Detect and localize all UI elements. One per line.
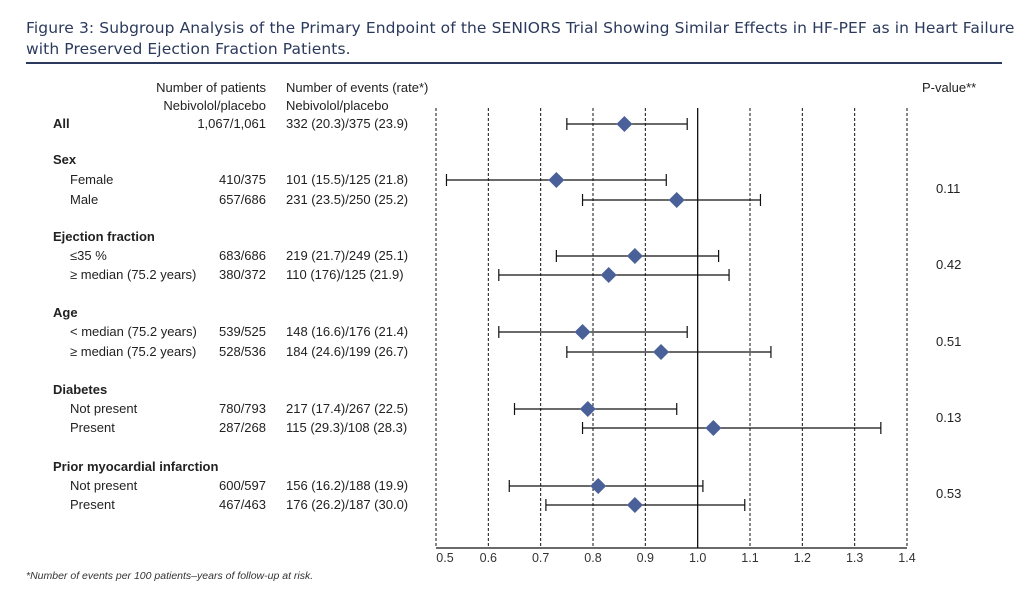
estimate-diamond <box>548 172 565 188</box>
row-patients: 780/793 <box>219 401 266 416</box>
row-events: 217 (17.4)/267 (22.5) <box>286 401 409 416</box>
row-events: 156 (16.2)/188 (19.9) <box>286 478 409 493</box>
row-label: Male <box>70 192 99 207</box>
group-label: Ejection fraction <box>53 229 155 244</box>
estimate-diamond <box>668 192 685 208</box>
header-patients: Number of patients <box>156 80 266 95</box>
group-pvalue: 0.42 <box>936 257 962 272</box>
estimate-diamond <box>579 401 596 417</box>
row-patients: 683/686 <box>219 248 266 263</box>
row-patients: 410/375 <box>219 172 266 187</box>
row-label: All <box>53 116 70 131</box>
row-patients: 528/536 <box>219 344 266 359</box>
group-label: Age <box>53 305 78 320</box>
x-tick-label: 0.6 <box>480 551 497 565</box>
x-tick-label: 0.7 <box>532 551 549 565</box>
row-label: Female <box>70 172 114 187</box>
row-events: 184 (24.6)/199 (26.7) <box>286 344 409 359</box>
x-tick-label: 0.5 <box>436 551 453 565</box>
row-events: 148 (16.6)/176 (21.4) <box>286 324 409 339</box>
group-pvalue: 0.13 <box>936 410 962 425</box>
estimate-diamond <box>590 478 607 494</box>
row-events: 332 (20.3)/375 (23.9) <box>286 116 409 131</box>
x-tick-label: 1.4 <box>898 551 915 565</box>
group-label: Prior myocardial infarction <box>53 459 219 474</box>
estimate-diamond <box>616 116 633 132</box>
x-tick-label: 0.9 <box>637 551 654 565</box>
x-tick-label: 1.1 <box>741 551 758 565</box>
group-pvalue: 0.53 <box>936 486 962 501</box>
x-tick-label: 1.0 <box>689 551 706 565</box>
header-events: Number of events (rate*) <box>286 80 429 95</box>
row-label: ≥ median (75.2 years) <box>70 344 197 359</box>
estimate-diamond <box>653 344 670 360</box>
row-patients: 1,067/1,061 <box>197 116 266 131</box>
row-patients: 539/525 <box>219 324 266 339</box>
header-patients-sub: Nebivolol/placebo <box>163 98 266 113</box>
group-pvalue: 0.11 <box>936 181 961 196</box>
title-rule <box>26 62 1002 64</box>
row-patients: 600/597 <box>219 478 266 493</box>
row-patients: 657/686 <box>219 192 266 207</box>
row-label: Present <box>70 497 115 512</box>
row-patients: 287/268 <box>219 420 266 435</box>
x-tick-label: 1.2 <box>794 551 811 565</box>
row-patients: 467/463 <box>219 497 266 512</box>
estimate-diamond <box>626 497 643 513</box>
estimate-diamond <box>574 324 591 340</box>
row-label: Not present <box>70 478 138 493</box>
row-label: Not present <box>70 401 138 416</box>
row-events: 176 (26.2)/187 (30.0) <box>286 497 409 512</box>
row-label: ≤35 % <box>70 248 107 263</box>
row-label: < median (75.2 years) <box>70 324 197 339</box>
row-events: 219 (21.7)/249 (25.1) <box>286 248 409 263</box>
x-tick-label: 1.3 <box>846 551 863 565</box>
row-label: Present <box>70 420 115 435</box>
group-pvalue: 0.51 <box>936 334 962 349</box>
estimate-diamond <box>600 267 617 283</box>
figure-title: Figure 3: Subgroup Analysis of the Prima… <box>26 19 1015 58</box>
x-tick-label: 0.8 <box>584 551 601 565</box>
row-events: 110 (176)/125 (21.9) <box>286 267 404 282</box>
footnote: *Number of events per 100 patients–years… <box>26 570 314 582</box>
header-events-sub: Nebivolol/placebo <box>286 98 389 113</box>
group-label: Sex <box>53 152 77 167</box>
row-label: ≥ median (75.2 years) <box>70 267 197 282</box>
estimate-diamond <box>705 420 722 436</box>
row-events: 101 (15.5)/125 (21.8) <box>286 172 409 187</box>
row-events: 115 (29.3)/108 (28.3) <box>286 420 408 435</box>
group-label: Diabetes <box>53 382 108 397</box>
row-patients: 380/372 <box>219 267 266 282</box>
header-pvalue: P-value** <box>922 80 977 95</box>
estimate-diamond <box>626 248 643 264</box>
row-events: 231 (23.5)/250 (25.2) <box>286 192 409 207</box>
